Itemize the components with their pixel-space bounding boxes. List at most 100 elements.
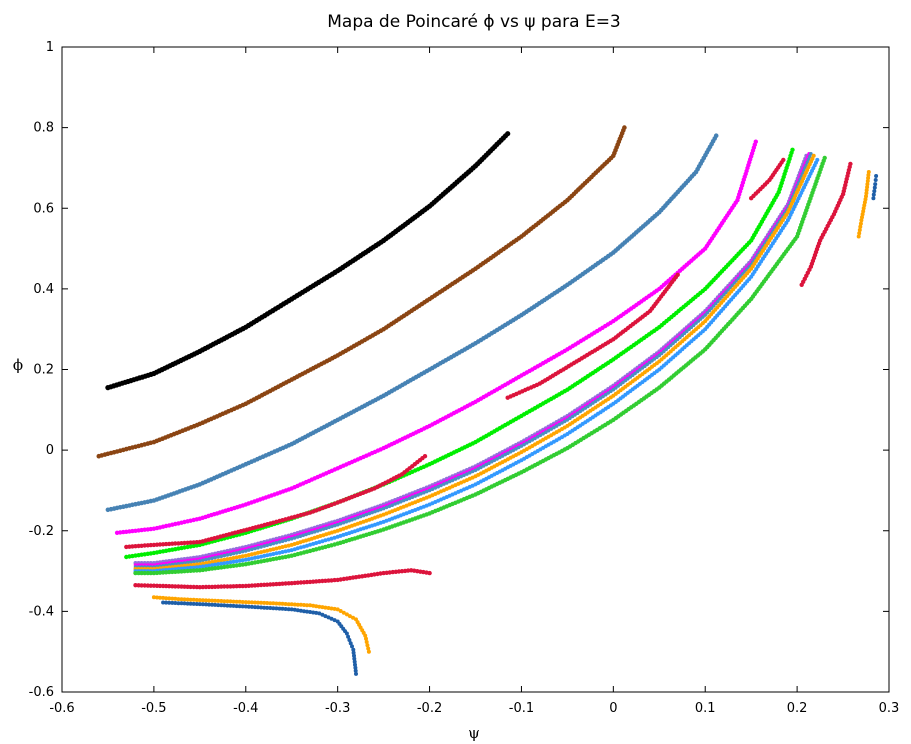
data-point: [234, 559, 239, 564]
data-point: [271, 547, 276, 552]
data-point: [243, 604, 248, 609]
data-point: [210, 556, 214, 561]
data-point: [274, 606, 279, 611]
data-point: [302, 603, 306, 607]
data-point: [487, 461, 491, 466]
data-point: [253, 555, 257, 560]
data-point: [326, 537, 331, 542]
data-point: [481, 464, 486, 468]
data-point: [197, 562, 202, 567]
x-tick-label: -0.3: [325, 701, 350, 716]
data-point: [317, 611, 322, 616]
x-tick-label: -0.5: [141, 701, 166, 716]
data-point: [213, 598, 218, 603]
data-point: [228, 560, 233, 565]
data-point: [308, 603, 313, 608]
data-point: [204, 557, 208, 562]
data-point: [514, 447, 518, 451]
data-point: [234, 551, 239, 555]
data-point: [871, 196, 876, 201]
data-point: [198, 559, 202, 563]
data-point: [344, 612, 349, 617]
data-point: [305, 609, 309, 614]
data-point: [277, 601, 282, 606]
data-point: [231, 559, 236, 564]
data-point: [173, 601, 178, 605]
data-point: [210, 563, 215, 568]
x-axis-label: ψ: [468, 724, 480, 742]
data-point: [277, 540, 282, 544]
data-point: [354, 671, 358, 676]
data-point: [413, 494, 418, 498]
data-point: [170, 600, 175, 605]
data-point: [508, 450, 513, 454]
data-point: [351, 615, 355, 620]
data-point: [133, 583, 138, 588]
data-point: [228, 599, 233, 604]
data-point: [213, 555, 217, 560]
data-point: [265, 553, 270, 558]
data-point: [626, 377, 630, 381]
data-point: [713, 301, 718, 306]
data-point: [197, 602, 202, 607]
data-point: [256, 550, 260, 555]
data-point: [139, 570, 144, 576]
data-point: [182, 584, 187, 589]
data-point: [790, 147, 795, 152]
data-point: [341, 610, 346, 615]
data-point: [194, 598, 199, 602]
data-point: [301, 533, 306, 538]
data-point: [219, 599, 224, 603]
data-point: [366, 646, 371, 651]
series-8: [133, 153, 816, 571]
data-point: [268, 547, 273, 552]
data-point: [225, 560, 230, 565]
data-point: [416, 493, 420, 497]
data-point: [197, 565, 202, 569]
data-point: [691, 323, 696, 328]
series-0: [105, 131, 511, 391]
data-point: [347, 638, 352, 642]
data-point: [312, 530, 317, 534]
data-point: [268, 606, 273, 610]
data-point: [179, 601, 184, 606]
data-point: [726, 288, 730, 292]
data-point: [705, 311, 710, 315]
data-point: [271, 606, 276, 611]
y-tick-label: 0.8: [33, 121, 54, 136]
data-point: [344, 631, 349, 636]
data-point: [268, 542, 273, 547]
data-point: [866, 173, 871, 177]
data-point: [292, 602, 297, 607]
data-point: [396, 501, 400, 505]
data-point: [262, 605, 267, 610]
data-point: [652, 357, 657, 361]
data-point: [185, 560, 190, 565]
data-point: [476, 467, 481, 471]
data-point: [262, 549, 267, 554]
series-9: [133, 157, 820, 574]
data-point: [865, 179, 870, 183]
data-point: [212, 584, 218, 589]
data-point: [243, 557, 248, 562]
data-point: [352, 656, 357, 661]
data-point: [707, 308, 712, 313]
data-point: [596, 397, 600, 402]
x-tick-label: -0.1: [509, 701, 534, 716]
data-point: [535, 435, 540, 439]
data-point: [344, 519, 349, 524]
data-point: [533, 436, 537, 441]
data-point: [447, 479, 452, 484]
data-point: [519, 444, 524, 448]
data-point: [216, 558, 221, 563]
data-point: [188, 584, 193, 590]
data-point: [872, 189, 877, 194]
data-point: [459, 474, 463, 479]
series-10: [133, 155, 827, 576]
data-point: [191, 565, 196, 570]
data-point: [873, 182, 878, 187]
data-point: [489, 459, 494, 464]
data-point: [283, 538, 288, 543]
data-point: [213, 559, 218, 564]
data-point: [292, 547, 297, 552]
